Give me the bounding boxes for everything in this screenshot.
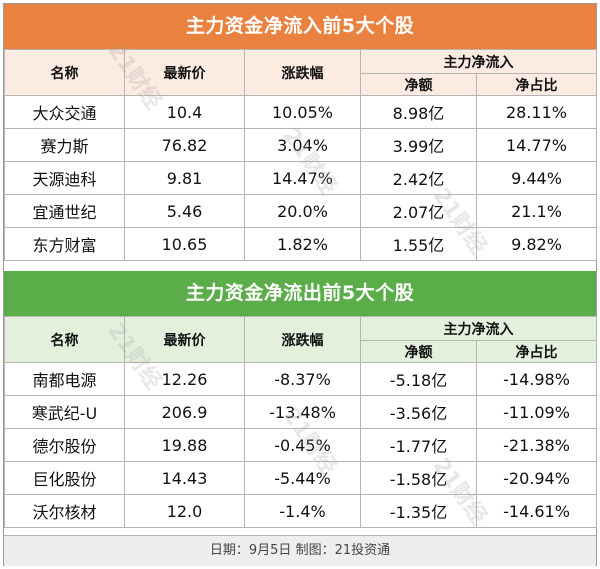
stock-name: 天源迪科 [4,161,125,195]
stock-name: 东方财富 [4,227,125,261]
stock-change: 3.04% [244,128,361,162]
stock-change: 1.82% [244,227,361,261]
net-amount: 2.07亿 [360,194,477,228]
net-ratio: -11.09% [476,395,597,429]
stock-name: 德尔股份 [4,428,125,462]
stock-price: 206.9 [124,395,245,429]
table-row: 大众交通 10.4 10.05% 8.98亿 28.11% [4,95,597,129]
net-ratio: 9.82% [476,227,597,261]
stock-name: 巨化股份 [4,461,125,495]
net-amount: 1.55亿 [360,227,477,261]
header-amount: 净额 [360,340,477,363]
stock-price: 10.65 [124,227,245,261]
net-ratio: 14.77% [476,128,597,162]
stock-name: 赛力斯 [4,128,125,162]
header-name: 名称 [4,316,125,363]
stock-price: 10.4 [124,95,245,129]
header-ratio: 净占比 [476,340,597,363]
outflow-table: 名称 最新价 涨跌幅 主力净流入 净额 净占比 南都电源 12.26 -8.37… [4,316,597,528]
stock-price: 5.46 [124,194,245,228]
net-ratio: -14.61% [476,494,597,528]
footer-caption: 日期：9月5日 制图：21投资通 [4,535,596,566]
stock-price: 12.0 [124,494,245,528]
net-amount: -5.18亿 [360,362,477,396]
outflow-header-row: 名称 最新价 涨跌幅 主力净流入 [4,316,597,363]
stock-price: 76.82 [124,128,245,162]
inflow-panel: 主力资金净流入前5大个股 名称 最新价 涨跌幅 主力净流入 净额 净占比 大众交… [4,4,597,261]
header-change: 涨跌幅 [244,49,361,96]
stock-change: -8.37% [244,362,361,396]
header-group: 主力净流入 [360,316,597,341]
net-amount: 8.98亿 [360,95,477,129]
stock-price: 12.26 [124,362,245,396]
net-ratio: -14.98% [476,362,597,396]
outflow-title: 主力资金净流出前5大个股 [4,271,596,316]
stock-name: 寒武纪-U [4,395,125,429]
header-price: 最新价 [124,49,245,96]
outflow-panel: 主力资金净流出前5大个股 名称 最新价 涨跌幅 主力净流入 净额 净占比 南都电… [4,271,597,528]
stock-price: 14.43 [124,461,245,495]
net-ratio: -20.94% [476,461,597,495]
header-ratio: 净占比 [476,73,597,96]
stock-change: -0.45% [244,428,361,462]
net-ratio: 21.1% [476,194,597,228]
header-change: 涨跌幅 [244,316,361,363]
header-amount: 净额 [360,73,477,96]
inflow-table: 名称 最新价 涨跌幅 主力净流入 净额 净占比 大众交通 10.4 10.05%… [4,49,597,261]
table-row: 德尔股份 19.88 -0.45% -1.77亿 -21.38% [4,428,597,462]
outflow-subheader-row: 净额 净占比 [5,340,597,363]
stock-change: -13.48% [244,395,361,429]
table-row: 南都电源 12.26 -8.37% -5.18亿 -14.98% [4,362,597,396]
table-row: 沃尔核材 12.0 -1.4% -1.35亿 -14.61% [4,494,597,528]
net-ratio: -21.38% [476,428,597,462]
report-frame: 主力资金净流入前5大个股 名称 最新价 涨跌幅 主力净流入 净额 净占比 大众交… [3,3,597,566]
net-amount: 2.42亿 [360,161,477,195]
table-row: 宜通世纪 5.46 20.0% 2.07亿 21.1% [4,194,597,228]
inflow-header-row: 名称 最新价 涨跌幅 主力净流入 [4,49,597,96]
inflow-title: 主力资金净流入前5大个股 [4,4,596,49]
stock-change: 10.05% [244,95,361,129]
net-ratio: 9.44% [476,161,597,195]
table-row: 巨化股份 14.43 -5.44% -1.58亿 -20.94% [4,461,597,495]
stock-price: 19.88 [124,428,245,462]
net-amount: -1.58亿 [360,461,477,495]
net-amount: 3.99亿 [360,128,477,162]
inflow-subheader-row: 净额 净占比 [5,73,597,96]
stock-change: 20.0% [244,194,361,228]
net-ratio: 28.11% [476,95,597,129]
stock-name: 沃尔核材 [4,494,125,528]
table-row: 寒武纪-U 206.9 -13.48% -3.56亿 -11.09% [4,395,597,429]
header-price: 最新价 [124,316,245,363]
header-group: 主力净流入 [360,49,597,74]
stock-name: 大众交通 [4,95,125,129]
header-name: 名称 [4,49,125,96]
net-amount: -3.56亿 [360,395,477,429]
net-amount: -1.35亿 [360,494,477,528]
stock-price: 9.81 [124,161,245,195]
stock-change: 14.47% [244,161,361,195]
stock-change: -1.4% [244,494,361,528]
table-row: 天源迪科 9.81 14.47% 2.42亿 9.44% [4,161,597,195]
net-amount: -1.77亿 [360,428,477,462]
stock-name: 宜通世纪 [4,194,125,228]
stock-name: 南都电源 [4,362,125,396]
stock-change: -5.44% [244,461,361,495]
table-row: 东方财富 10.65 1.82% 1.55亿 9.82% [4,227,597,261]
table-row: 赛力斯 76.82 3.04% 3.99亿 14.77% [4,128,597,162]
